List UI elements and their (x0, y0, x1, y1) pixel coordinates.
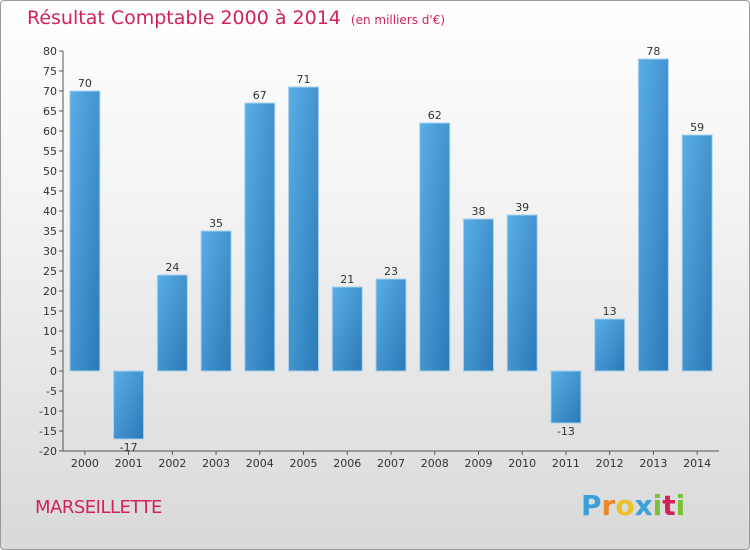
chart-subtitle: (en milliers d'€) (350, 13, 446, 27)
y-tick-label: 40 (43, 205, 57, 218)
data-label: 35 (209, 217, 223, 230)
x-tick-label: 2001 (115, 457, 143, 470)
x-tick-label: 2013 (639, 457, 667, 470)
logo-letter: t (662, 489, 676, 522)
bar (69, 90, 101, 372)
logo-letter: x (634, 489, 653, 522)
x-tick-label: 2002 (158, 457, 186, 470)
bar (375, 278, 407, 372)
x-tick-label: 2014 (683, 457, 711, 470)
y-tick-label: 50 (43, 165, 57, 178)
data-label: 13 (603, 305, 617, 318)
bar (244, 102, 276, 372)
y-tick-label: 60 (43, 125, 57, 138)
bar (200, 230, 232, 372)
x-tick-label: 2009 (464, 457, 492, 470)
data-label: 62 (428, 109, 442, 122)
logo-letter: i (675, 489, 686, 522)
y-tick-label: 75 (43, 65, 57, 78)
bar (462, 218, 494, 372)
data-label: 23 (384, 265, 398, 278)
y-tick-label: -20 (39, 445, 57, 458)
y-tick-label: -10 (39, 405, 57, 418)
logo-letter: i (652, 489, 663, 522)
data-label: 71 (297, 73, 311, 86)
data-label: 39 (515, 201, 529, 214)
x-tick-label: 2006 (333, 457, 361, 470)
x-tick-label: 2007 (377, 457, 405, 470)
data-label: 67 (253, 89, 267, 102)
logo-letter: o (615, 489, 635, 522)
x-tick-label: 2012 (596, 457, 624, 470)
y-tick-label: 10 (43, 325, 57, 338)
y-tick-label: 25 (43, 265, 57, 278)
data-label: 24 (165, 261, 179, 274)
bar (594, 318, 626, 372)
y-tick-label: 15 (43, 305, 57, 318)
bar (506, 214, 538, 372)
bars-layer (69, 58, 713, 440)
y-tick-label: 70 (43, 85, 57, 98)
data-label: 70 (78, 77, 92, 90)
y-tick-label: 80 (43, 45, 57, 58)
data-label: 78 (646, 45, 660, 58)
bar (113, 370, 145, 440)
logo-letter: r (601, 489, 616, 522)
y-tick-label: 5 (50, 345, 57, 358)
data-label: -13 (557, 425, 575, 438)
data-label: 59 (690, 121, 704, 134)
data-label: 38 (471, 205, 485, 218)
data-label: 21 (340, 273, 354, 286)
y-tick-label: 0 (50, 365, 57, 378)
y-tick-label: 20 (43, 285, 57, 298)
bar (156, 274, 188, 372)
bar (288, 86, 320, 372)
y-tick-label: 55 (43, 145, 57, 158)
chart-title-text: Résultat Comptable 2000 à 2014 (27, 7, 341, 29)
x-tick-label: 2011 (552, 457, 580, 470)
y-tick-label: -15 (39, 425, 57, 438)
chart-title: Résultat Comptable 2000 à 2014 (en millie… (27, 7, 445, 29)
city-name: MARSEILLETTE (35, 497, 162, 518)
axis-layer: -20 -15 -10 -5 0 5 10 15 20 25 30 35 40 45 50 55 60 65 70 7… (39, 45, 719, 470)
y-tick-label: 35 (43, 225, 57, 238)
logo-letter: P (581, 489, 602, 522)
x-tick-label: 2004 (246, 457, 274, 470)
bar (331, 286, 363, 372)
x-tick-label: 2008 (421, 457, 449, 470)
proxiti-logo[interactable]: Proxiti (581, 489, 685, 522)
bar (550, 370, 582, 424)
x-tick-label: 2005 (290, 457, 318, 470)
bar (681, 134, 713, 372)
y-tick-label: -5 (46, 385, 57, 398)
y-tick-label: 30 (43, 245, 57, 258)
y-tick-label: 65 (43, 105, 57, 118)
data-label: -17 (120, 441, 138, 454)
x-tick-label: 2010 (508, 457, 536, 470)
bar (637, 58, 669, 372)
x-tick-label: 2000 (71, 457, 99, 470)
bar (419, 122, 451, 372)
x-tick-label: 2003 (202, 457, 230, 470)
y-tick-label: 45 (43, 185, 57, 198)
